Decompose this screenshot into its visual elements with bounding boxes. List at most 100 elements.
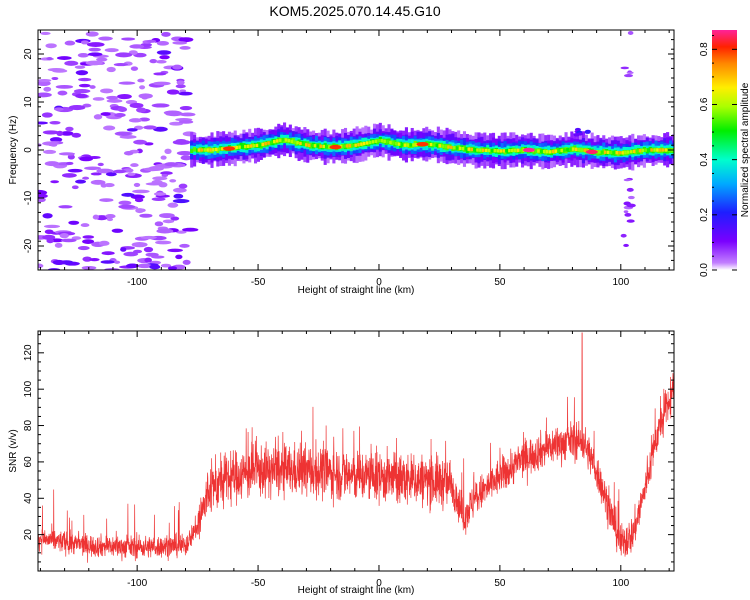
- heatmap-noise-blob: [41, 112, 53, 118]
- heatmap-ridge-cell: [663, 148, 667, 154]
- heatmap-noise-blob: [627, 195, 635, 200]
- heatmap-ridge-core: [566, 148, 569, 152]
- heatmap-ridge-cell: [309, 142, 313, 149]
- heatmap-ridge-core: [484, 148, 488, 153]
- bottom-x-tick-label: -50: [251, 578, 266, 589]
- heatmap-ridge-core: [516, 148, 520, 152]
- heatmap-ridge-cell: [201, 147, 205, 153]
- heatmap-ridge-core: [296, 141, 299, 145]
- heatmap-ridge-cell: [573, 145, 577, 152]
- heatmap-ridge-core: [580, 148, 584, 152]
- heatmap-ridge-cell: [303, 141, 307, 147]
- heatmap-noise-blob: [144, 167, 161, 172]
- heatmap-noise-blob: [100, 112, 111, 116]
- heatmap-noise-blob: [172, 64, 183, 70]
- heatmap-ridge-core: [513, 148, 517, 153]
- heatmap-ridge-core: [389, 140, 392, 145]
- heatmap-noise-blob: [133, 182, 141, 187]
- heatmap-ridge-cell: [361, 141, 365, 147]
- heatmap-ridge-core: [598, 150, 601, 154]
- heatmap-noise-blob: [61, 173, 77, 178]
- heatmap-ridge-core: [609, 150, 613, 155]
- heatmap-ridge-core: [551, 149, 555, 154]
- heatmap-ridge-cell: [657, 148, 661, 154]
- heatmap-noise-blob: [80, 40, 89, 45]
- bottom-x-tick-label: 50: [494, 578, 506, 589]
- heatmap-noise-blob: [176, 230, 187, 234]
- heatmap-ridge-cell: [500, 149, 504, 154]
- heatmap-noise-blob: [129, 102, 144, 109]
- heatmap-ridge-cell: [654, 147, 658, 153]
- heatmap-ridge-core: [450, 145, 453, 150]
- heatmap-ridge-core: [261, 142, 265, 147]
- heatmap-noise-blob: [38, 121, 48, 125]
- heatmap-noise-blob: [169, 179, 177, 183]
- colorbar-tick-label: 0.4: [699, 152, 710, 166]
- heatmap-ridge-core: [481, 148, 485, 152]
- heatmap-peak: [329, 144, 342, 150]
- heatmap-noise-blob: [38, 263, 44, 269]
- heatmap-ridge-core: [403, 143, 407, 147]
- heatmap-ridge-cell: [549, 149, 554, 156]
- heatmap-ridge-core: [212, 148, 215, 152]
- heatmap-noise-blob: [113, 260, 121, 264]
- heatmap-noise-blob: [179, 89, 187, 93]
- heatmap-ridge-core: [638, 149, 642, 153]
- heatmap-noise-blob: [100, 260, 115, 264]
- heatmap-ridge-cell: [190, 148, 194, 154]
- heatmap-noise-blob: [178, 37, 194, 43]
- heatmap-ridge-core: [458, 146, 462, 150]
- heatmap-ridge-core: [432, 143, 436, 147]
- heatmap-ridge-core: [397, 142, 401, 146]
- heatmap-noise-blob: [145, 182, 163, 186]
- heatmap-noise-blob: [133, 249, 143, 254]
- heatmap-noise-blob: [134, 197, 144, 203]
- heatmap-ridge-core: [470, 147, 473, 152]
- heatmap-ridge-core: [270, 140, 273, 144]
- heatmap-noise-blob: [111, 228, 124, 233]
- heatmap-noise-blob: [140, 235, 157, 240]
- heatmap-ridge-core: [606, 150, 610, 155]
- heatmap-ridge-cell: [381, 138, 385, 144]
- snr-panel: -100 -50 0 50 100 20 40 60 80 100 120 Height of s…: [8, 330, 675, 596]
- heatmap-marks: [38, 31, 674, 270]
- heatmap-ridge-cell: [248, 144, 252, 149]
- top-y-tick-label: 10: [23, 96, 34, 108]
- heatmap-ridge-cell: [520, 147, 525, 154]
- heatmap-noise-blob: [118, 204, 136, 209]
- heatmap-ridge-cell: [239, 142, 243, 149]
- heatmap-noise-blob: [179, 106, 193, 111]
- top-y-axis: -20 -10 0 10 20: [23, 29, 674, 271]
- heatmap-ridge-cell: [207, 146, 211, 153]
- heatmap-noise-blob: [98, 36, 113, 41]
- colorbar-tick-label: 0.6: [699, 97, 710, 111]
- heatmap-noise-blob: [117, 106, 128, 112]
- heatmap-ridge-core: [293, 140, 296, 144]
- heatmap-noise-blob: [626, 187, 634, 192]
- heatmap-noise-blob: [623, 243, 629, 247]
- heatmap-noise-blob: [178, 183, 188, 189]
- heatmap-ridge-core: [621, 151, 624, 155]
- heatmap-noise-blob: [80, 223, 90, 228]
- heatmap-ridge-core: [275, 139, 279, 143]
- heatmap-ridge-core: [200, 148, 204, 152]
- heatmap-ridge-core: [400, 143, 404, 147]
- heatmap-noise-blob: [82, 176, 90, 180]
- heatmap-ridge-cell: [631, 149, 635, 155]
- heatmap-noise-blob: [132, 189, 150, 194]
- heatmap-ridge-cell: [608, 149, 612, 155]
- heatmap-peak: [522, 147, 535, 153]
- heatmap-ridge-cell: [352, 142, 356, 148]
- heatmap-noise-blob: [43, 224, 61, 229]
- heatmap-ridge-cell: [219, 146, 223, 151]
- colorbar-tick-label: 0.8: [699, 42, 710, 56]
- heatmap-noise-blob: [49, 137, 63, 143]
- bottom-y-tick-label: 60: [23, 456, 34, 468]
- heatmap-ridge-core: [255, 143, 259, 148]
- heatmap-ridge-cell: [541, 148, 545, 154]
- heatmap-noise-blob: [626, 203, 636, 208]
- heatmap-noise-blob: [154, 221, 164, 227]
- heatmap-ridge-cell: [544, 148, 548, 155]
- heatmap-peak: [223, 146, 236, 151]
- heatmap-noise-blob: [167, 202, 179, 208]
